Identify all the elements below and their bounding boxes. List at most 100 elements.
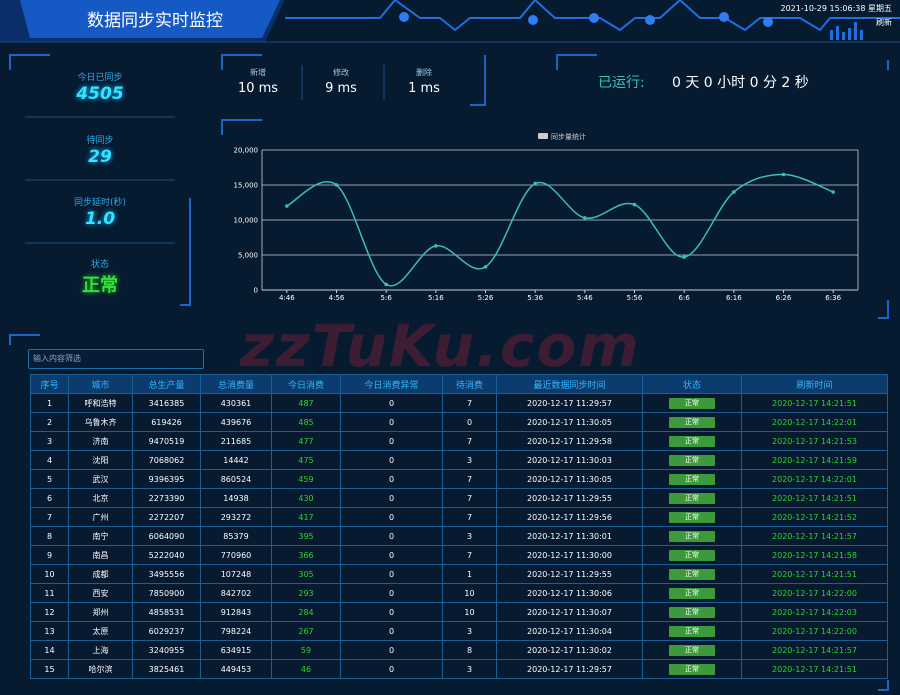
table-cell: 7 (442, 393, 497, 413)
x-tick-label: 4:56 (329, 294, 345, 302)
column-header: 城市 (68, 374, 133, 394)
header-dots (399, 12, 773, 27)
table-cell: 634915 (200, 640, 272, 660)
data-point (285, 204, 289, 208)
table-cell: 9 (30, 545, 69, 565)
table-cell: 0 (340, 564, 443, 584)
table-cell: 2020-12-17 11:30:02 (496, 640, 643, 660)
table-cell: 北京 (68, 488, 133, 508)
table-cell: 284 (271, 602, 341, 622)
status-cell: 正常 (642, 564, 742, 584)
status-cell: 正常 (642, 393, 742, 413)
table-cell: 3 (442, 659, 497, 679)
data-point (632, 202, 637, 207)
status-cell: 正常 (642, 602, 742, 622)
column-header: 序号 (30, 374, 69, 394)
table-cell: 85379 (200, 526, 272, 546)
bars-icon (830, 22, 863, 40)
column-header: 待消费 (442, 374, 497, 394)
table-cell: 13 (30, 621, 69, 641)
table-cell: 211685 (200, 431, 272, 451)
table-cell: 2020-12-17 14:22:01 (741, 469, 888, 489)
refresh-button[interactable]: 刷新 (876, 18, 892, 27)
stat-label: 状态 (90, 260, 109, 270)
data-point (682, 255, 686, 259)
status-badge: 正常 (669, 511, 715, 523)
table-cell: 2020-12-17 11:30:00 (496, 545, 643, 565)
status-badge: 正常 (669, 397, 715, 409)
table-cell: 0 (442, 412, 497, 432)
data-point (334, 183, 339, 187)
status-badge: 正常 (669, 663, 715, 675)
table-cell: 860524 (200, 469, 272, 489)
table-cell: 0 (340, 412, 443, 432)
data-point (483, 265, 488, 269)
table-cell: 西安 (68, 583, 133, 603)
latency-label: 修改 (333, 68, 349, 77)
data-point (583, 216, 587, 220)
column-header: 状态 (642, 374, 742, 394)
table-cell: 2020-12-17 11:30:05 (496, 412, 643, 432)
table-cell: 郑州 (68, 602, 133, 622)
table-cell: 2020-12-17 14:21:51 (741, 564, 888, 584)
status-badge: 正常 (669, 416, 715, 428)
data-point (434, 244, 438, 248)
table-row: 4 沈阳 7068062 14442 475 0 3 2020-12-17 11:30:03 正… (30, 450, 888, 470)
search-input[interactable]: 输入内容筛选 (28, 349, 204, 369)
table-cell: 2020-12-17 11:30:01 (496, 526, 643, 546)
table-cell: 2020-12-17 11:29:58 (496, 431, 643, 451)
data-table: 序号 城市 总生产量 总消费量 今日消费 今日消费异常 待消费 最近数据同步时间 状态 刷新时间 1… (30, 374, 888, 679)
table-cell: 0 (340, 450, 443, 470)
status-cell: 正常 (642, 488, 742, 508)
data-point (831, 190, 835, 194)
table-cell: 5222040 (132, 545, 201, 565)
status-cell: 正常 (642, 640, 742, 660)
table-cell: 0 (340, 393, 443, 413)
y-tick-label: 20,000 (234, 147, 259, 155)
table-cell: 1 (442, 564, 497, 584)
x-tick-label: 5:46 (577, 294, 593, 302)
table-cell: 59 (271, 640, 341, 660)
table-row: 8 南宁 6064090 85379 395 0 3 2020-12-17 11:30:01 正… (30, 526, 888, 546)
table-row: 15 哈尔滨 3825461 449453 46 0 3 2020-12-17 11:29:5… (30, 659, 888, 679)
table-cell: 305 (271, 564, 341, 584)
latency-value: 10 ms (237, 81, 279, 96)
table-cell: 417 (271, 507, 341, 527)
data-point (533, 181, 537, 186)
table-cell: 7 (442, 488, 497, 508)
table-cell: 439676 (200, 412, 272, 432)
table-cell: 4 (30, 450, 69, 470)
table-cell: 0 (340, 488, 443, 508)
x-tick-label: 6:16 (726, 294, 742, 302)
latency-value: 1 ms (408, 81, 440, 96)
table-cell: 太原 (68, 621, 133, 641)
table-cell: 0 (340, 469, 443, 489)
x-tick-label: 5:26 (478, 294, 494, 302)
table-cell: 0 (340, 621, 443, 641)
table-cell: 11 (30, 583, 69, 603)
stat-value: 4505 (76, 84, 124, 104)
title-band (20, 0, 280, 38)
stat-value: 1.0 (84, 209, 116, 229)
table-cell: 485 (271, 412, 341, 432)
table-cell: 107248 (200, 564, 272, 584)
table-cell: 2020-12-17 11:29:56 (496, 507, 643, 527)
table-cell: 3416385 (132, 393, 201, 413)
table-cell: 366 (271, 545, 341, 565)
table-cell: 3 (442, 526, 497, 546)
table-cell: 0 (340, 640, 443, 660)
table-cell: 9396395 (132, 469, 201, 489)
table-cell: 14938 (200, 488, 272, 508)
table-cell: 267 (271, 621, 341, 641)
table-cell: 46 (271, 659, 341, 679)
table-cell: 14442 (200, 450, 272, 470)
x-tick-label: 4:46 (279, 294, 295, 302)
table-cell: 3 (442, 450, 497, 470)
table-cell: 475 (271, 450, 341, 470)
header-row: 序号 城市 总生产量 总消费量 今日消费 今日消费异常 待消费 最近数据同步时间 状态 刷新时间 (30, 374, 888, 394)
status-badge: 正常 (669, 530, 715, 542)
column-header: 刷新时间 (741, 374, 888, 394)
panel-dividers (25, 65, 385, 244)
status-cell: 正常 (642, 412, 742, 432)
